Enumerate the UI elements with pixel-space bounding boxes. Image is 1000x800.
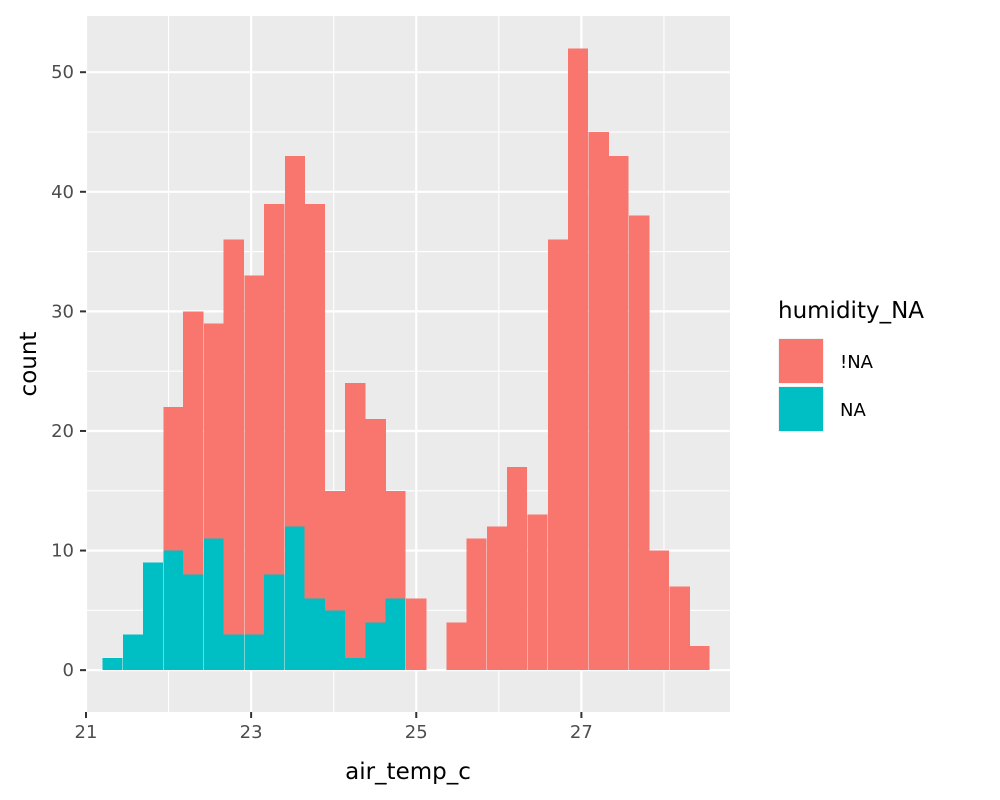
x-axis: 21 23 25 27 (75, 712, 593, 743)
bar-not-na (487, 526, 508, 671)
y-axis-title: count (16, 332, 42, 397)
bar-na (142, 562, 163, 671)
bar-na (345, 658, 366, 671)
bar-na (163, 550, 184, 671)
bar-na (203, 538, 225, 671)
bar-not-na (325, 490, 346, 611)
legend-key-not-na (779, 339, 823, 383)
bar-na (183, 574, 204, 671)
bar-not-na (365, 419, 386, 623)
bar-not-na (629, 215, 650, 671)
bar-not-na (163, 407, 184, 551)
bar-not-na (446, 622, 467, 671)
y-tick-label: 30 (51, 301, 74, 322)
bar-not-na (223, 239, 244, 635)
x-tick-label: 25 (405, 722, 428, 743)
bar-not-na (345, 383, 366, 659)
bar-not-na (385, 490, 406, 599)
bar-not-na (244, 275, 265, 635)
y-tick-label: 10 (51, 541, 74, 562)
bar-na (304, 598, 325, 671)
bar-not-na (648, 550, 670, 671)
legend: humidity_NA !NA NA (778, 298, 924, 432)
bar-not-na (203, 323, 225, 539)
bar-na (284, 526, 306, 671)
bar-not-na (669, 586, 690, 671)
bar-na (365, 622, 386, 671)
bar-not-na (264, 203, 285, 575)
bar-not-na (406, 598, 427, 671)
legend-title: humidity_NA (778, 298, 924, 324)
bar-not-na (548, 239, 569, 671)
y-tick-label: 40 (51, 182, 74, 203)
legend-label: NA (840, 400, 866, 421)
x-axis-title: air_temp_c (345, 759, 471, 785)
bar-not-na (506, 466, 528, 671)
y-tick-label: 20 (51, 421, 74, 442)
y-tick-label: 0 (63, 660, 74, 681)
x-tick-label: 21 (75, 722, 98, 743)
bar-not-na (689, 646, 710, 671)
bar-not-na (608, 155, 629, 671)
legend-key-na (779, 387, 823, 431)
bar-na (102, 658, 123, 671)
bar-not-na (284, 155, 306, 527)
bar-not-na (466, 538, 487, 671)
bar-na (264, 574, 285, 671)
bar-na (223, 634, 244, 671)
y-axis: 0 10 20 30 40 50 (51, 62, 86, 681)
bar-na (325, 610, 346, 671)
legend-label: !NA (840, 352, 874, 373)
x-tick-label: 27 (570, 722, 593, 743)
bar-not-na (527, 514, 548, 671)
bar-not-na (588, 132, 609, 671)
histogram-bars (102, 48, 710, 671)
bar-na (385, 598, 406, 671)
bar-not-na (183, 311, 204, 575)
x-tick-label: 23 (240, 722, 263, 743)
y-tick-label: 50 (51, 62, 74, 83)
bar-not-na (304, 203, 325, 599)
bar-na (122, 634, 144, 671)
bar-na (244, 634, 265, 671)
bar-not-na (567, 48, 589, 671)
